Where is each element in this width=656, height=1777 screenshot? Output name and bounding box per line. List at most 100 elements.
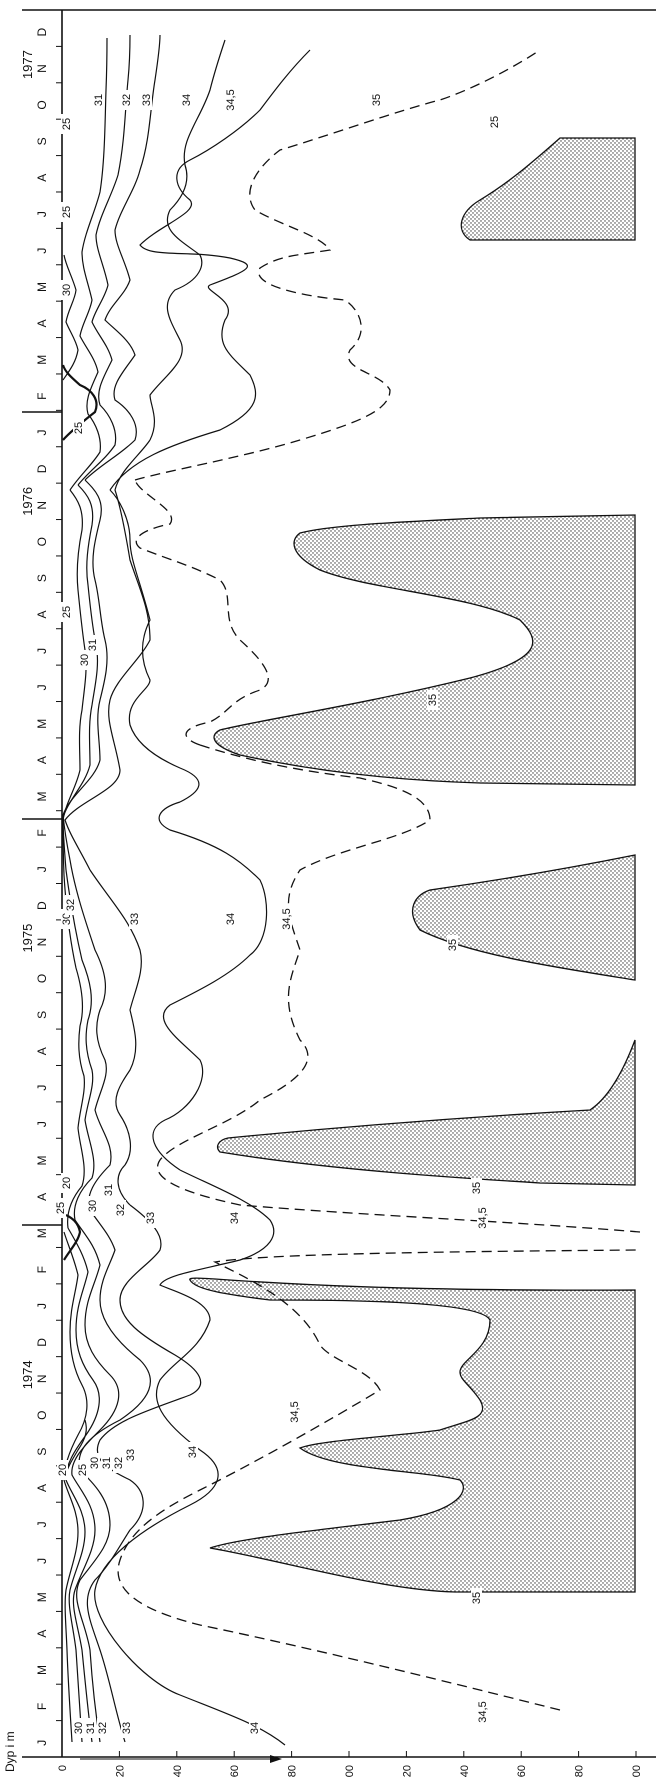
month-label: M: [35, 282, 49, 292]
contour-label-bg: [89, 1453, 100, 1473]
month-label: F: [35, 1703, 49, 1710]
isoline-34-5-1976: [134, 479, 269, 746]
contour-label-bg: [61, 1173, 72, 1193]
month-label-wrap: J: [35, 866, 49, 872]
contour-value-label: 33: [121, 1722, 133, 1734]
contour-label-wrap: 25: [61, 602, 73, 622]
contour-label-bg: [115, 1200, 126, 1220]
contour-value-label: 33: [141, 94, 153, 106]
month-label-wrap: D: [35, 901, 49, 910]
contour-label-wrap: 25: [61, 114, 73, 134]
isoline-34-1974: [94, 1169, 286, 1746]
month-label: M: [35, 792, 49, 802]
contour-value-label: 32: [121, 94, 133, 106]
salinity-35-region-1975-spring: [217, 1039, 636, 1186]
contour-label-bg: [101, 1453, 112, 1473]
contour-label-bg: [55, 1198, 66, 1218]
contour-label-wrap: 25: [73, 418, 85, 438]
month-label-wrap: J: [35, 1558, 49, 1564]
depth-tick-label: 120: [401, 1765, 413, 1777]
month-label-wrap: N: [35, 64, 49, 73]
month-label: A: [35, 756, 49, 764]
contour-label-wrap: 30: [61, 280, 73, 300]
month-label-wrap: F: [35, 1266, 49, 1273]
isoline-30-1975: [63, 874, 85, 1229]
depth-tick-label: 0: [57, 1765, 69, 1771]
contour-label-bg: [61, 202, 72, 222]
depth-tick-label-wrap: 100: [344, 1765, 356, 1777]
month-label-wrap: M: [35, 1228, 49, 1238]
contour-value-label: 33: [145, 1212, 157, 1224]
contour-value-label: 25: [489, 116, 501, 128]
contour-value-label: 32: [65, 899, 77, 911]
contour-value-label: 30: [61, 284, 73, 296]
contour-value-label: 35: [447, 939, 459, 951]
contour-label-bg: [289, 1402, 300, 1422]
contour-label-wrap: 31: [101, 1453, 113, 1473]
month-label: O: [35, 100, 49, 109]
contour-label-wrap: 31: [93, 90, 105, 110]
month-label-wrap: J: [35, 1121, 49, 1127]
month-label: J: [35, 248, 49, 254]
month-label-wrap: D: [35, 1338, 49, 1347]
depth-axis-title: Dyp i m: [3, 1731, 17, 1772]
month-label: J: [35, 1121, 49, 1127]
month-label: N: [35, 938, 49, 947]
contour-value-label: 35: [427, 694, 439, 706]
contour-label-wrap: 34: [249, 1718, 261, 1738]
isoline-33-1974: [86, 1204, 202, 1743]
month-label: M: [35, 1155, 49, 1165]
contour-value-label: 32: [115, 1204, 127, 1216]
contour-value-label: 31: [93, 94, 105, 106]
contour-label-wrap: 34: [229, 1208, 241, 1228]
contour-value-label: 20: [61, 1177, 73, 1189]
month-label: J: [35, 866, 49, 872]
month-label: J: [35, 1085, 49, 1091]
contour-label-bg: [477, 1208, 488, 1228]
month-label: J: [35, 1521, 49, 1527]
month-label: F: [35, 1266, 49, 1273]
month-label-wrap: A: [35, 319, 49, 327]
year-label: 1974: [20, 1360, 35, 1389]
month-label: J: [35, 430, 49, 436]
contour-label-bg: [141, 90, 152, 110]
year-label-wrap: 1977: [20, 50, 35, 79]
contour-label-wrap: 34,5: [477, 1701, 489, 1723]
contour-label-wrap: 35: [371, 90, 383, 110]
contour-label-bg: [489, 112, 500, 132]
contour-value-label: 31: [101, 1457, 113, 1469]
contour-label-bg: [427, 690, 438, 710]
month-label-wrap: M: [35, 719, 49, 729]
month-label-wrap: A: [35, 1193, 49, 1201]
month-label-wrap: D: [35, 28, 49, 37]
month-label: A: [35, 1630, 49, 1638]
isoline-31-1977: [77, 34, 131, 486]
contour-label-wrap: 32: [121, 90, 133, 110]
contour-label-wrap: 25: [489, 112, 501, 132]
contour-value-label: 34: [181, 94, 193, 106]
month-label: M: [35, 1665, 49, 1675]
contour-value-label: 34: [249, 1722, 261, 1734]
contour-label-bg: [447, 935, 458, 955]
month-label: D: [35, 464, 49, 473]
depth-tick-label: 80: [287, 1765, 299, 1777]
month-label: D: [35, 28, 49, 37]
contour-label-bg: [121, 90, 132, 110]
contour-label-wrap: 20: [57, 1460, 69, 1480]
contour-label-bg: [125, 1445, 136, 1465]
contour-label-wrap: 33: [121, 1718, 133, 1738]
depth-tick-label: 180: [574, 1765, 586, 1777]
month-label: A: [35, 174, 49, 182]
isoline-32-1977: [84, 34, 161, 481]
month-label: O: [35, 537, 49, 546]
month-label-group: J F M A M J J A S O N D J F M A M J J A S O N D J F M A M J J A S O N D J F M A…: [35, 9, 62, 1746]
month-label: M: [35, 1592, 49, 1602]
depth-tick-label-wrap: 120: [401, 1765, 413, 1777]
contour-value-label: 30: [89, 1457, 101, 1469]
contour-label-bg: [471, 1178, 482, 1198]
contour-label-bg: [113, 1453, 124, 1473]
depth-tick-label: 20: [114, 1765, 126, 1777]
isoline-thick-1974-surface: [63, 1214, 82, 1261]
month-label-wrap: O: [35, 537, 49, 546]
contour-value-label: 25: [61, 206, 73, 218]
